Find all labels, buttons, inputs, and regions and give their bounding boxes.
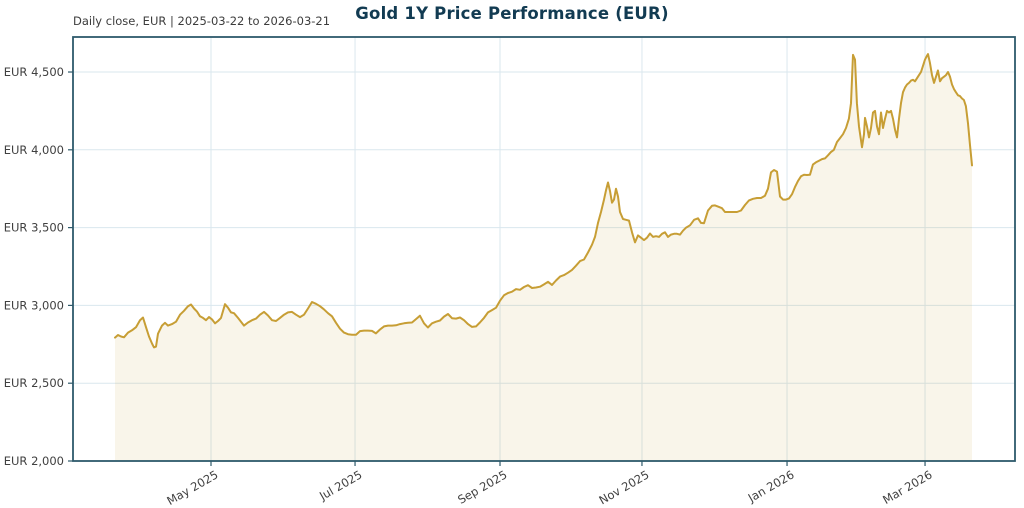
y-tick-label: EUR 3,000 — [4, 298, 64, 312]
x-tick-label: Jul 2025 — [316, 467, 364, 503]
y-tick-label: EUR 2,500 — [4, 376, 64, 390]
x-tick-label: Jan 2026 — [745, 467, 797, 505]
y-tick-label: EUR 2,000 — [4, 454, 64, 468]
y-tick-label: EUR 4,500 — [4, 65, 64, 79]
chart-title: Gold 1Y Price Performance (EUR) — [355, 4, 669, 23]
x-tick-label: May 2025 — [164, 467, 220, 507]
y-tick-label: EUR 4,000 — [4, 143, 64, 157]
chart-subtitle: Daily close, EUR | 2025-03-22 to 2026-03… — [73, 14, 331, 28]
x-tick-label: Nov 2025 — [597, 467, 652, 507]
plot-border — [72, 36, 1016, 462]
x-tick-label: Sep 2025 — [455, 467, 509, 506]
area-fill — [115, 54, 972, 461]
price-line — [114, 53, 973, 349]
x-tick-label: Mar 2026 — [880, 467, 934, 506]
y-tick-label: EUR 3,500 — [4, 221, 64, 235]
